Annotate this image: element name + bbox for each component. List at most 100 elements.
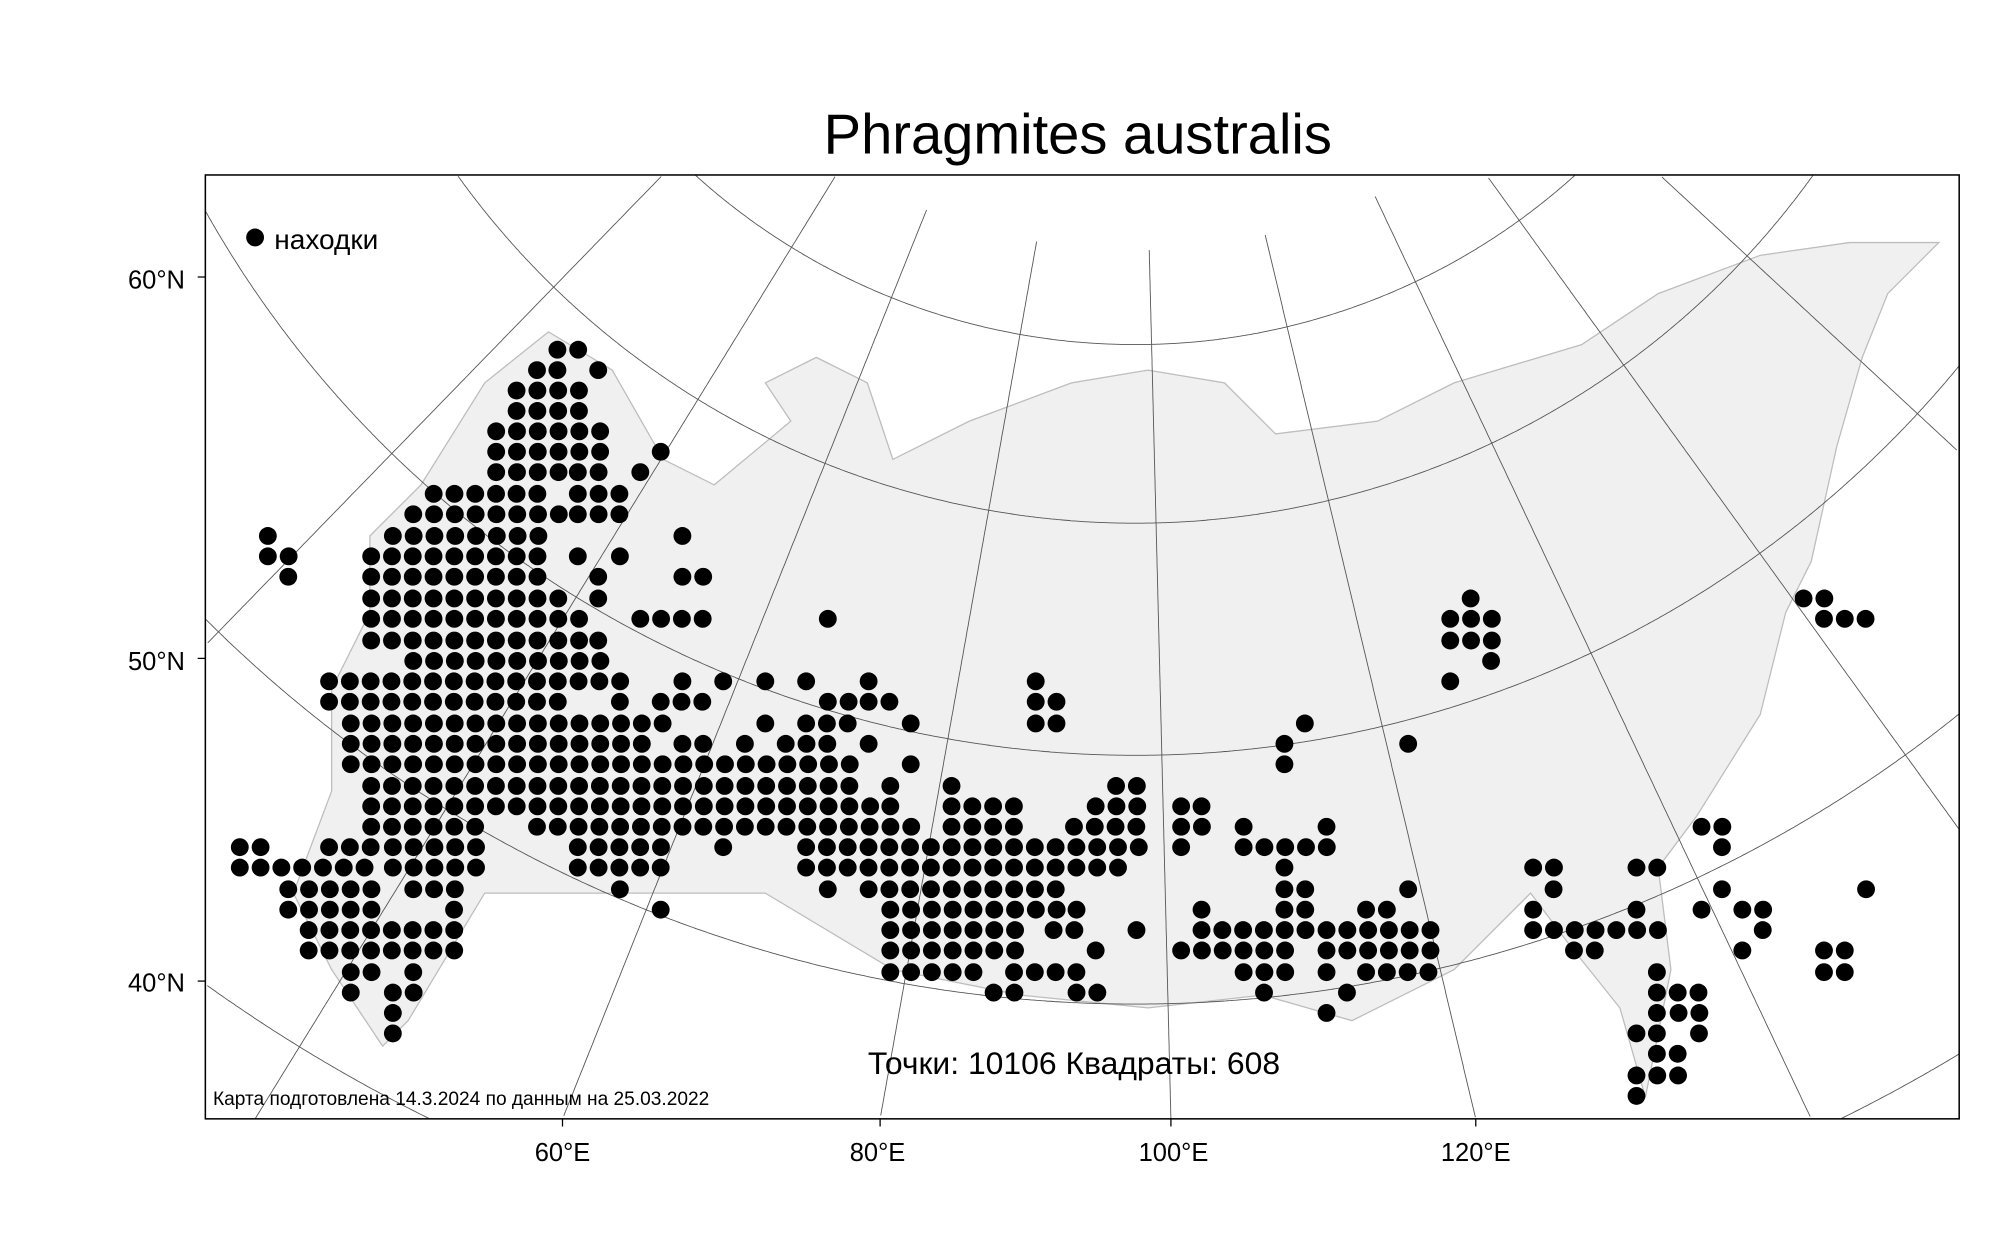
occurrence-dot [1419, 963, 1438, 982]
occurrence-dot [736, 797, 755, 816]
occurrence-dot [1713, 880, 1731, 899]
occurrence-dot [1129, 838, 1148, 857]
occurrence-dot [508, 714, 527, 733]
occurrence-dot [1815, 941, 1833, 960]
occurrence-dot [362, 567, 381, 586]
occurrence-dot [1317, 963, 1336, 982]
occurrence-dot [859, 880, 878, 899]
occurrence-dot [1607, 921, 1626, 939]
occurrence-dot [528, 692, 546, 711]
occurrence-dot [901, 858, 920, 877]
occurrence-dot [293, 858, 312, 877]
occurrence-dot [1234, 963, 1253, 982]
occurrence-dot [861, 797, 880, 816]
occurrence-dot [487, 463, 506, 482]
occurrence-dot [1648, 921, 1667, 939]
occurrence-dot [1044, 921, 1063, 939]
occurrence-dot [1815, 609, 1833, 628]
occurrence-dot [362, 963, 381, 982]
occurrence-dot [673, 734, 692, 753]
occurrence-dot [383, 547, 401, 566]
occurrence-dot [819, 797, 838, 816]
occurrence-dot [1086, 941, 1105, 960]
occurrence-dot [383, 631, 401, 650]
occurrence-dot [486, 609, 505, 628]
occurrence-dot [963, 838, 982, 857]
occurrence-dot [320, 880, 339, 899]
occurrence-dot [487, 652, 506, 670]
occurrence-dot [1733, 941, 1752, 960]
occurrence-dot [362, 900, 381, 919]
occurrence-dot [1647, 1044, 1666, 1063]
occurrence-dot [528, 777, 547, 795]
occurrence-dot [1692, 900, 1711, 919]
occurrence-dot [445, 797, 464, 816]
occurrence-dot [279, 547, 298, 566]
occurrence-dot [632, 734, 651, 753]
occurrence-dot [1004, 797, 1023, 816]
occurrence-dot [693, 609, 712, 628]
occurrence-dot [817, 714, 836, 733]
occurrence-dot [631, 609, 650, 628]
occurrence-dot [714, 838, 733, 857]
occurrence-dot [404, 963, 423, 982]
occurrence-dot [1047, 692, 1066, 711]
occurrence-dot [1006, 900, 1024, 919]
occurrence-dot [1297, 838, 1315, 857]
occurrence-dot [942, 817, 961, 836]
occurrence-dot [590, 817, 609, 836]
occurrence-dot [549, 777, 568, 795]
occurrence-dot [362, 817, 381, 836]
occurrence-dot [632, 714, 651, 733]
occurrence-dot [467, 838, 485, 857]
occurrence-dot [859, 672, 878, 691]
lon-label-60: 60°E [535, 1139, 591, 1167]
occurrence-dot [486, 797, 505, 816]
occurrence-dot [528, 589, 547, 608]
stats-text: Точки: 10106 Квадраты: 608 [868, 1045, 1280, 1081]
occurrence-dot [610, 880, 629, 899]
occurrence-dot [1441, 672, 1460, 691]
occurrence-dot [1856, 609, 1875, 628]
occurrence-dot [1006, 941, 1024, 960]
lat-label-40: 40°N [128, 969, 185, 997]
occurrence-dot [591, 734, 610, 753]
occurrence-dot [1398, 963, 1417, 982]
occurrence-dot [424, 484, 443, 503]
occurrence-dot [570, 381, 588, 400]
occurrence-dot [272, 858, 291, 877]
occurrence-dot [355, 858, 374, 877]
occurrence-dot [589, 631, 608, 650]
occurrence-dot [425, 838, 444, 857]
occurrence-dot [466, 567, 485, 586]
occurrence-dots [230, 340, 1875, 1105]
occurrence-dot [694, 567, 713, 586]
occurrence-dot [507, 631, 526, 650]
parallel-line [205, 618, 1960, 1005]
occurrence-dot [880, 838, 899, 857]
occurrence-dot [1276, 963, 1295, 982]
occurrence-dot [424, 817, 443, 836]
occurrence-dot [881, 797, 900, 816]
occurrence-dot [922, 880, 940, 899]
occurrence-dot [943, 941, 962, 960]
occurrence-dot [570, 402, 588, 420]
occurrence-dot [880, 858, 899, 877]
occurrence-dot [778, 777, 796, 795]
occurrence-dot [362, 714, 381, 733]
occurrence-dot [1357, 963, 1375, 982]
occurrence-dot [487, 714, 506, 733]
occurrence-dot [985, 941, 1004, 960]
occurrence-dot [611, 672, 630, 691]
occurrence-dot [424, 609, 443, 628]
occurrence-dot [1668, 983, 1687, 1002]
occurrence-dot [1835, 941, 1854, 960]
occurrence-dot [361, 692, 380, 711]
occurrence-dot [1255, 963, 1274, 982]
occurrence-dot [383, 1004, 402, 1022]
occurrence-dot [1565, 921, 1584, 939]
occurrence-dot [672, 692, 691, 711]
occurrence-dot [818, 609, 837, 628]
occurrence-dot [403, 921, 422, 939]
occurrence-dot [425, 858, 444, 877]
